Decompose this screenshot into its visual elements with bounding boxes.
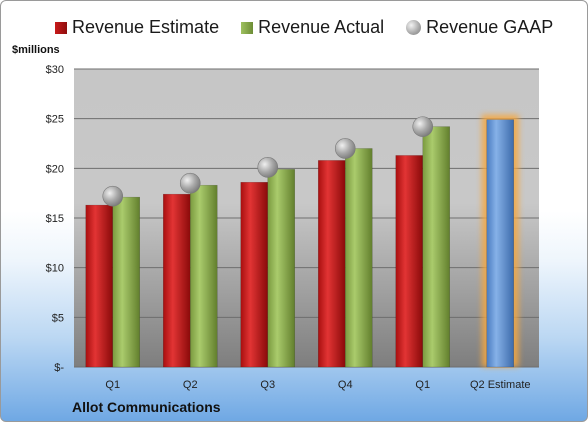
bar-actual <box>267 169 295 368</box>
bar-estimate <box>395 155 423 368</box>
legend-gaap-marker <box>406 20 422 35</box>
x-tick-label: Q1 <box>105 379 120 391</box>
legend: Revenue Estimate Revenue Actual Revenue … <box>55 17 553 38</box>
legend-actual-swatch <box>241 21 254 34</box>
grid-lines <box>74 68 539 368</box>
legend-estimate-label: Revenue Estimate <box>72 17 220 37</box>
legend-estimate: Revenue Estimate <box>55 17 219 38</box>
bar-estimate <box>85 204 113 368</box>
legend-estimate-swatch <box>55 21 67 34</box>
y-tick-label: $- <box>54 362 64 374</box>
bar-forecast <box>486 119 514 368</box>
x-axis-ticks: Q1 Q2 Q3 Q4 Q1 Q2 Estimate <box>105 379 530 391</box>
x-tick-label: Q2 <box>183 379 198 391</box>
legend-gaap-label: Revenue GAAP <box>426 17 554 37</box>
y-tick-label: $5 <box>52 312 64 324</box>
y-tick-label: $25 <box>46 114 64 126</box>
bar-estimate <box>163 193 191 368</box>
x-tick-label: Q1 <box>415 379 430 391</box>
y-axis-ticks: $- $5 $10 $15 $20 $25 $30 <box>46 64 65 374</box>
gaap-marker <box>412 116 434 137</box>
bar-actual <box>190 184 218 368</box>
bar-actual <box>345 148 373 368</box>
legend-actual-label: Revenue Actual <box>258 17 385 37</box>
y-unit-label: $millions <box>12 44 60 56</box>
company-label: Allot Communications <box>72 399 221 415</box>
gaap-marker <box>179 172 201 194</box>
y-tick-label: $30 <box>46 64 64 76</box>
bar-actual <box>422 126 450 368</box>
x-tick-label: Q3 <box>260 379 275 391</box>
y-tick-label: $15 <box>46 213 64 225</box>
x-tick-label: Q4 <box>338 379 353 391</box>
bars <box>85 114 519 368</box>
legend-actual: Revenue Actual <box>241 17 384 38</box>
bar-estimate <box>240 181 268 368</box>
legend-gaap: Revenue GAAP <box>406 17 553 38</box>
bar-estimate <box>318 160 346 368</box>
x-tick-label: Q2 Estimate <box>470 379 531 391</box>
bar-actual <box>112 196 140 368</box>
y-tick-label: $20 <box>46 163 64 175</box>
y-tick-label: $10 <box>46 263 64 275</box>
gaap-marker <box>257 157 279 178</box>
gaap-marker <box>102 185 124 207</box>
gaap-marker <box>334 138 356 159</box>
